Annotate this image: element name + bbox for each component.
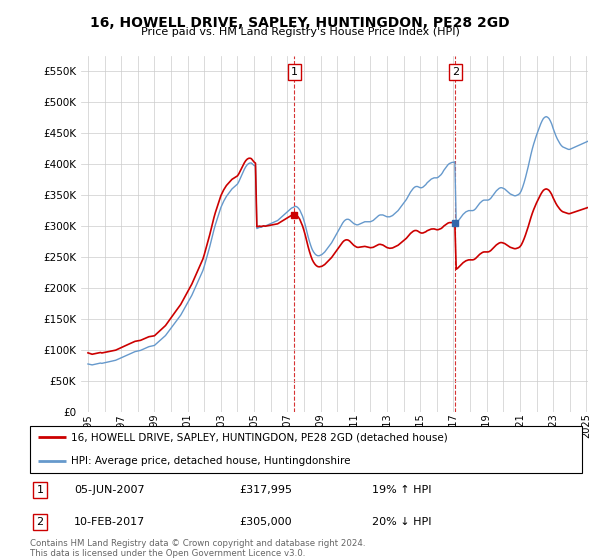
Text: Price paid vs. HM Land Registry's House Price Index (HPI): Price paid vs. HM Land Registry's House … (140, 27, 460, 37)
Text: 1: 1 (291, 67, 298, 77)
Text: 10-FEB-2017: 10-FEB-2017 (74, 517, 145, 527)
Text: 05-JUN-2007: 05-JUN-2007 (74, 485, 145, 495)
Text: Contains HM Land Registry data © Crown copyright and database right 2024.
This d: Contains HM Land Registry data © Crown c… (30, 539, 365, 558)
FancyBboxPatch shape (30, 426, 582, 473)
Text: 19% ↑ HPI: 19% ↑ HPI (372, 485, 432, 495)
Text: £305,000: £305,000 (240, 517, 292, 527)
Text: 1: 1 (37, 485, 43, 495)
Text: 16, HOWELL DRIVE, SAPLEY, HUNTINGDON, PE28 2GD (detached house): 16, HOWELL DRIVE, SAPLEY, HUNTINGDON, PE… (71, 432, 448, 442)
Text: 20% ↓ HPI: 20% ↓ HPI (372, 517, 432, 527)
Text: HPI: Average price, detached house, Huntingdonshire: HPI: Average price, detached house, Hunt… (71, 456, 351, 466)
Text: 2: 2 (452, 67, 459, 77)
Text: £317,995: £317,995 (240, 485, 293, 495)
Text: 16, HOWELL DRIVE, SAPLEY, HUNTINGDON, PE28 2GD: 16, HOWELL DRIVE, SAPLEY, HUNTINGDON, PE… (90, 16, 510, 30)
Text: 2: 2 (37, 517, 43, 527)
